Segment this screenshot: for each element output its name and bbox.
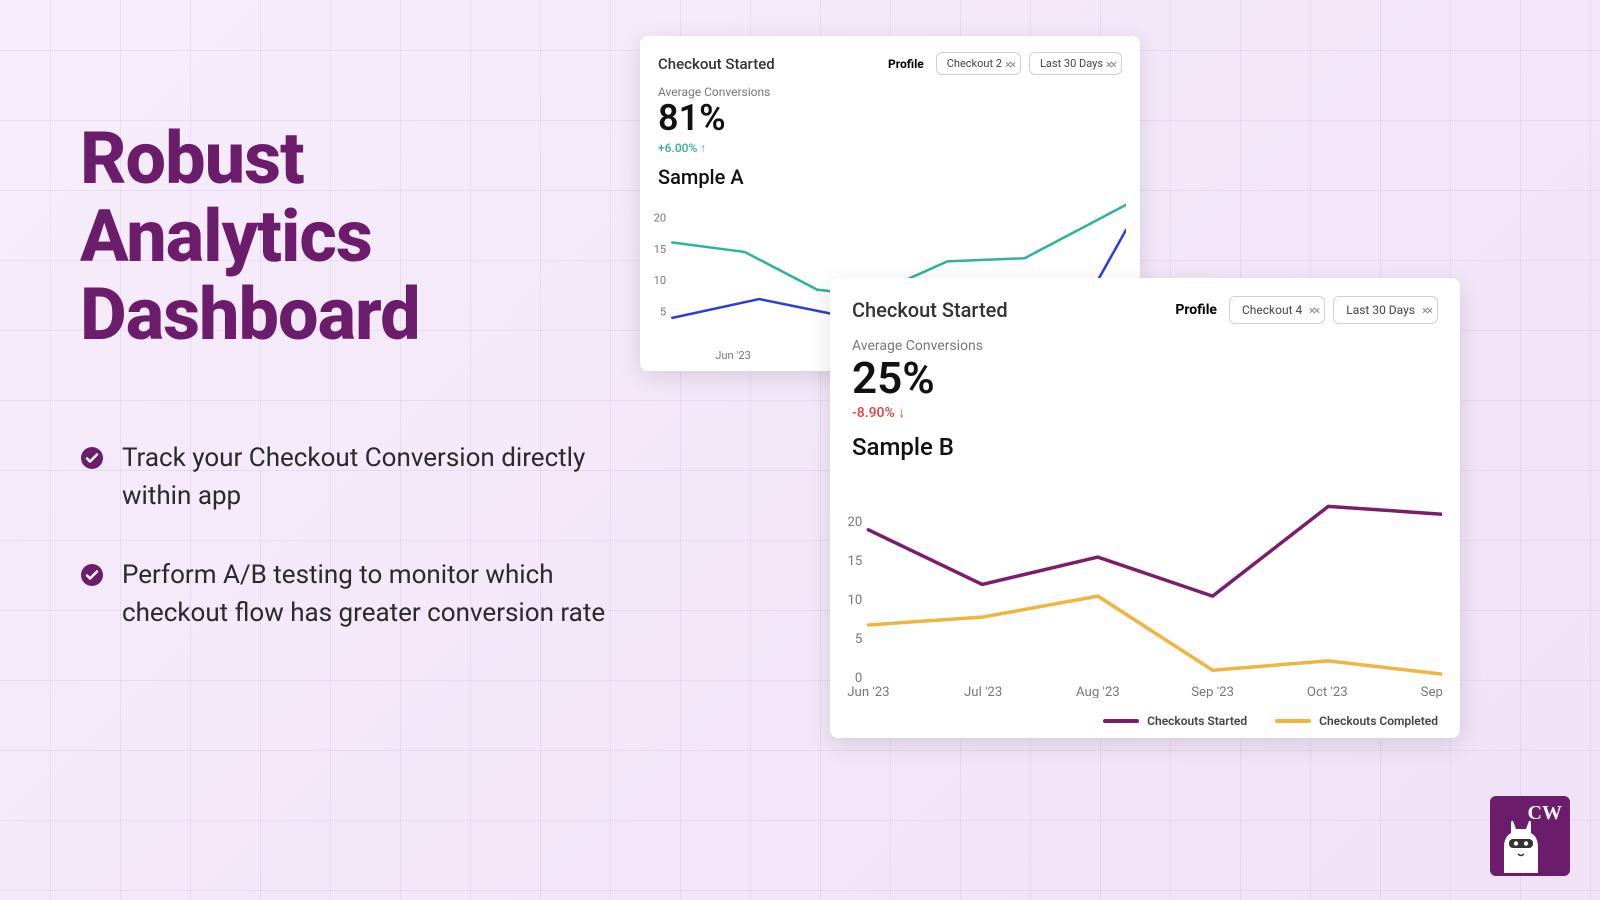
date-range-select[interactable]: Last 30 Days	[1029, 52, 1122, 75]
bullet-item: Track your Checkout Conversion directly …	[80, 440, 640, 515]
svg-text:10: 10	[847, 593, 862, 608]
legend-item: Checkouts Completed	[1275, 714, 1438, 728]
date-range-select[interactable]: Last 30 Days	[1333, 296, 1438, 324]
profile-label: Profile	[888, 57, 924, 71]
profile-select[interactable]: Checkout 2	[936, 52, 1021, 75]
svg-text:Jul '23: Jul '23	[964, 685, 1002, 698]
svg-text:Sep '23: Sep '23	[1421, 685, 1442, 698]
bullet-text: Perform A/B testing to monitor which che…	[122, 557, 640, 632]
conversion-value: 25%	[852, 354, 1438, 402]
svg-text:Aug '23: Aug '23	[1076, 685, 1120, 698]
bullet-item: Perform A/B testing to monitor which che…	[80, 557, 640, 632]
profile-label: Profile	[1175, 302, 1217, 318]
legend-item: Checkouts Started	[1103, 714, 1247, 728]
conversion-value: 81%	[658, 99, 1122, 139]
legend-label: Checkouts Completed	[1319, 714, 1438, 728]
bullet-text: Track your Checkout Conversion directly …	[122, 440, 640, 515]
card-header: Checkout Started Profile Checkout 4 Last…	[852, 296, 1438, 324]
svg-text:20: 20	[654, 211, 667, 224]
heading-line: Dashboard	[80, 272, 420, 357]
svg-text:Oct '23: Oct '23	[1307, 685, 1348, 698]
heading-line: Analytics	[80, 194, 372, 279]
card-filters: Profile Checkout 2 Last 30 Days	[888, 52, 1122, 75]
profile-select[interactable]: Checkout 4	[1229, 296, 1325, 324]
heading-line: Robust	[80, 116, 304, 201]
svg-text:15: 15	[654, 243, 667, 256]
page-heading: Robust Analytics Dashboard	[80, 120, 420, 353]
svg-text:0: 0	[855, 671, 862, 686]
llama-icon	[1496, 819, 1546, 874]
avg-conversions-label: Average Conversions	[658, 85, 1122, 99]
card-title: Checkout Started	[852, 298, 1008, 322]
svg-text:10: 10	[654, 274, 667, 287]
svg-text:5: 5	[660, 306, 666, 319]
conversion-delta: -8.90% ↓	[852, 404, 1438, 421]
card-title: Checkout Started	[658, 55, 775, 73]
legend-swatch	[1103, 719, 1139, 723]
sample-label: Sample A	[658, 165, 1122, 189]
chart-legend: Checkouts Started Checkouts Completed	[830, 714, 1438, 728]
check-circle-icon	[80, 563, 104, 632]
legend-label: Checkouts Started	[1147, 714, 1247, 728]
svg-text:15: 15	[847, 554, 862, 569]
analytics-card-b: Checkout Started Profile Checkout 4 Last…	[830, 278, 1460, 738]
avg-conversions-label: Average Conversions	[852, 338, 1438, 354]
bullet-list: Track your Checkout Conversion directly …	[80, 440, 640, 675]
svg-text:5: 5	[855, 632, 862, 647]
brand-logo: CW	[1490, 796, 1570, 876]
legend-swatch	[1275, 719, 1311, 723]
svg-text:Sep '23: Sep '23	[1191, 685, 1234, 698]
sample-label: Sample B	[852, 433, 1438, 461]
svg-text:Jun '23: Jun '23	[847, 685, 889, 698]
conversion-delta: +6.00% ↑	[658, 141, 1122, 155]
chart-b: 0 5 10 15 20 Jun '23 Jul '23 Aug '23 Sep '23 Oct …	[842, 483, 1442, 698]
svg-text:20: 20	[847, 515, 862, 530]
card-header: Checkout Started Profile Checkout 2 Last…	[658, 52, 1122, 75]
svg-text:Jun '23: Jun '23	[715, 349, 751, 361]
card-filters: Profile Checkout 4 Last 30 Days	[1175, 296, 1438, 324]
check-circle-icon	[80, 446, 104, 515]
